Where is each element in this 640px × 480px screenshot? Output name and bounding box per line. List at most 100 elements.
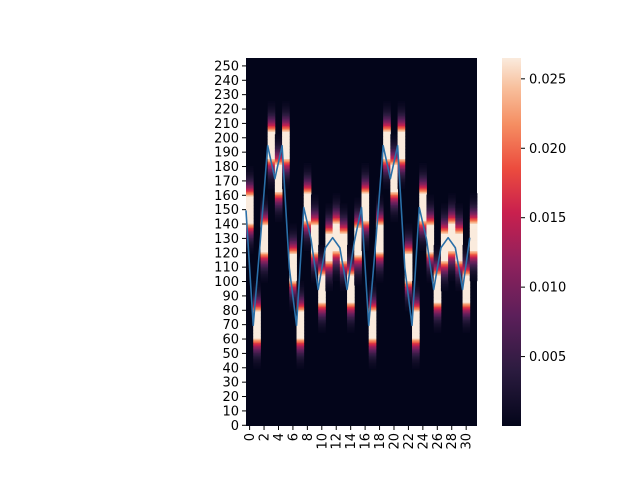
heatmap-cell <box>433 252 442 254</box>
heatmap-cell <box>347 300 355 303</box>
heatmap-cell <box>397 161 406 164</box>
heatmap-cell <box>274 138 283 141</box>
heatmap-cell <box>426 233 435 236</box>
heatmap-cell <box>397 178 406 181</box>
heatmap-cell <box>462 249 471 252</box>
heatmap-cell <box>397 127 406 129</box>
heatmap-cell <box>282 104 290 106</box>
heatmap-cell <box>246 201 254 204</box>
heatmap-cell <box>433 299 442 302</box>
heatmap-cell <box>260 260 269 263</box>
heatmap-cell <box>440 288 449 290</box>
heatmap-cell <box>368 306 377 309</box>
heatmap-cell <box>282 118 290 121</box>
heatmap-cell <box>289 226 297 229</box>
heatmap-cell <box>274 190 283 193</box>
heatmap-cell <box>426 216 435 218</box>
heatmap-cell <box>404 279 413 282</box>
heatmap-cell <box>267 177 276 180</box>
heatmap-cell <box>289 244 297 247</box>
heatmap-cell <box>383 101 391 103</box>
heatmap-cell <box>260 244 269 247</box>
heatmap-cell <box>339 227 348 230</box>
heatmap-cell <box>426 203 435 206</box>
heatmap-cell <box>274 174 283 177</box>
heatmap-cell <box>332 246 341 249</box>
y-tick-label: 60 <box>222 333 239 348</box>
heatmap-cell <box>246 207 254 210</box>
heatmap-cell <box>347 325 355 328</box>
heatmap-cell <box>462 331 471 333</box>
heatmap-cell <box>397 167 406 170</box>
heatmap-cell <box>310 272 319 275</box>
heatmap-cell <box>260 272 269 275</box>
heatmap-cell <box>347 276 355 279</box>
heatmap-cell <box>325 265 334 267</box>
heatmap-cell <box>469 246 478 249</box>
heatmap-cell <box>246 247 254 250</box>
heatmap-cell <box>289 288 297 290</box>
heatmap-cell <box>260 275 269 277</box>
heatmap-cell <box>390 204 398 207</box>
heatmap-cell <box>339 207 348 210</box>
heatmap-cell <box>289 247 297 250</box>
heatmap-cell <box>368 334 377 336</box>
heatmap-cell <box>325 260 334 263</box>
heatmap-cell <box>375 266 384 269</box>
heatmap-cell <box>469 216 478 218</box>
heatmap-cell <box>332 210 341 213</box>
heatmap-cell <box>440 230 449 233</box>
heatmap-cell <box>296 288 305 290</box>
heatmap-cell <box>361 168 370 171</box>
heatmap-cell <box>282 170 290 172</box>
heatmap-cell <box>332 201 341 204</box>
heatmap-cell <box>375 227 384 230</box>
heatmap-cell <box>426 243 435 246</box>
heatmap-cell <box>390 193 398 195</box>
heatmap-cell <box>448 262 456 264</box>
heatmap-cell <box>361 196 370 198</box>
heatmap-cell <box>440 210 449 213</box>
heatmap-cell <box>303 168 312 171</box>
heatmap-cell <box>433 331 442 333</box>
heatmap-cell <box>390 187 398 190</box>
heatmap-cell <box>246 168 254 171</box>
heatmap-cell <box>368 309 377 312</box>
heatmap-cell <box>260 206 269 208</box>
heatmap-cell <box>267 150 276 152</box>
heatmap-cell <box>303 237 312 240</box>
heatmap-cell <box>383 151 391 154</box>
heatmap-cell <box>462 329 471 332</box>
heatmap-cell <box>289 260 297 263</box>
heatmap-cell <box>462 308 471 310</box>
heatmap-cell <box>462 277 471 280</box>
heatmap-cell <box>260 257 269 260</box>
heatmap-cell <box>274 214 283 217</box>
heatmap-cell <box>433 282 442 285</box>
heatmap-cell <box>419 200 427 203</box>
heatmap-cell <box>253 306 261 309</box>
heatmap-cell <box>318 298 326 300</box>
heatmap-cell <box>361 220 370 223</box>
heatmap-cell <box>375 208 384 211</box>
heatmap-cell <box>318 302 326 305</box>
heatmap-cell <box>354 234 362 237</box>
heatmap-cell <box>383 150 391 152</box>
heatmap-cell <box>246 165 254 168</box>
heatmap-cell <box>361 223 370 226</box>
heatmap-cell <box>448 200 456 203</box>
heatmap-cell <box>246 170 254 172</box>
heatmap-cell <box>412 285 420 287</box>
heatmap-cell <box>440 252 449 254</box>
heatmap-cell <box>303 167 312 170</box>
heatmap-cell <box>469 267 478 270</box>
heatmap-cell <box>419 237 427 240</box>
heatmap-cell <box>368 344 377 346</box>
heatmap-cell <box>354 249 362 252</box>
y-tick-label: 120 <box>214 246 239 261</box>
heatmap-cell <box>310 233 319 236</box>
heatmap-cell <box>347 288 355 290</box>
heatmap-cell <box>354 204 362 207</box>
heatmap-cell <box>383 112 391 115</box>
heatmap-cell <box>303 185 312 188</box>
